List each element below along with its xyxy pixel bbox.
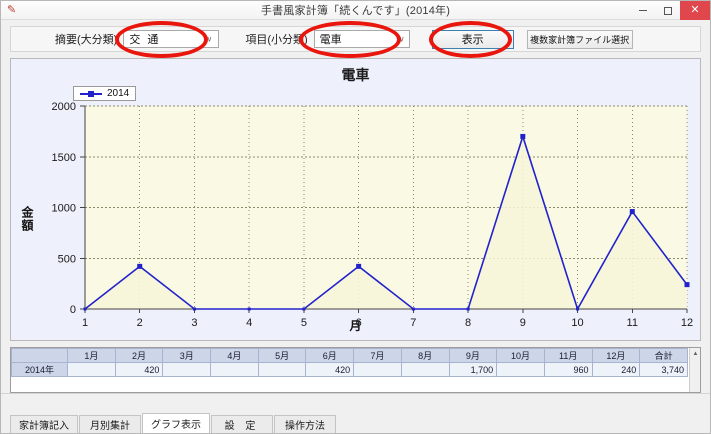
svg-text:1: 1 [82,317,88,329]
table-column-header[interactable]: 1月 [67,348,116,363]
svg-text:3: 3 [191,317,197,329]
table-cell[interactable] [496,362,545,377]
table-cell[interactable] [210,362,259,377]
svg-text:8: 8 [465,317,471,329]
tab-操作方法[interactable]: 操作方法 [274,415,336,433]
svg-text:1000: 1000 [52,203,76,215]
window-controls: ✕ [630,1,710,20]
minor-item-label: 項目(小分類) [245,34,308,46]
tab-設 定[interactable]: 設 定 [211,415,273,433]
minor-item-select[interactable]: 電車 ∨ [313,30,410,48]
table-cell[interactable] [67,362,116,377]
table-cell[interactable]: 960 [543,362,593,377]
svg-text:2000: 2000 [52,101,76,113]
svg-text:7: 7 [410,317,416,329]
monthly-summary-table: 1月 2月 3月 4月 5月 6月 7月 8月 9月 10月 11月 12月 合計 2014年 420 420… [10,347,701,393]
close-button[interactable]: ✕ [680,1,710,20]
multi-file-select-button[interactable]: 複数家計簿ファイル選択 [526,29,633,49]
table-column-header[interactable]: 合計 [639,348,688,363]
title-bar: ✎ 手書風家計簿「続くんです」(2014年) ✕ [1,1,710,20]
maximize-button[interactable] [655,1,680,20]
chart-y-axis-label: 金額 [20,206,34,232]
table-cell[interactable]: 3,740 [639,362,688,377]
table-column-header[interactable]: 11月 [543,348,593,363]
close-icon: ✕ [690,4,700,16]
svg-text:9: 9 [520,317,526,329]
svg-text:2: 2 [137,317,143,329]
table-cell[interactable]: 420 [305,362,355,377]
app-icon: ✎ [7,4,17,16]
table-column-header[interactable]: 2月 [114,348,164,363]
chart-x-axis-label: 月 [349,319,362,333]
minimize-icon [638,10,647,11]
table-cell[interactable] [162,362,212,377]
table-column-header[interactable]: 10月 [496,348,545,363]
table-cell[interactable] [353,362,402,377]
table-column-header[interactable]: 6月 [305,348,355,363]
major-category-select[interactable]: 交 通 ∨ [123,30,220,48]
tab-家計簿記入[interactable]: 家計簿記入 [10,415,78,433]
svg-text:1500: 1500 [52,152,76,164]
svg-text:4: 4 [246,317,252,329]
svg-text:10: 10 [571,317,583,329]
table-row-header: 2014年 [11,362,68,377]
tab-strip: 家計簿記入 月別集計 グラフ表示設 定操作方法 [10,413,337,433]
table-column-header[interactable]: 9月 [448,348,498,363]
table-column-header[interactable]: 4月 [210,348,259,363]
table-corner-cell [11,348,68,363]
maximize-icon [663,6,672,15]
svg-text:5: 5 [301,317,307,329]
table-row[interactable]: 2014年 420 420 1,700 960 240 3,740 [11,362,688,377]
chevron-down-icon: ∨ [398,34,405,44]
svg-text:6: 6 [356,317,362,329]
major-category-value: 交 通 [129,34,161,46]
table-column-header[interactable]: 3月 [162,348,212,363]
summary-grid: 1月 2月 3月 4月 5月 6月 7月 8月 9月 10月 11月 12月 合計 2014年 420 420… [11,348,688,377]
chart-panel: 電車 金額 月 2014 0 500 1000 1500 2000 1 2 3 4 5 6 7 8 9 10… [10,58,701,341]
svg-text:500: 500 [58,253,76,265]
chart-title: 電車 [341,67,370,83]
minimize-button[interactable] [630,1,655,20]
minor-item-value: 電車 [319,34,342,46]
table-column-header[interactable]: 7月 [353,348,402,363]
table-cell[interactable]: 420 [114,362,164,377]
table-vertical-scrollbar[interactable]: ▲ [689,348,700,392]
bottom-tab-bar: 家計簿記入 月別集計 グラフ表示設 定操作方法 [1,393,710,433]
major-category-label: 摘要(大分類) [55,34,118,46]
svg-text:11: 11 [627,317,638,329]
chevron-down-icon: ∨ [206,34,215,44]
svg-text:12: 12 [681,317,693,329]
table-column-header[interactable]: 8月 [400,348,450,363]
svg-text:0: 0 [70,304,76,316]
show-button[interactable]: 表示 [431,29,514,49]
table-cell[interactable]: 1,700 [448,362,498,377]
legend-label-2014: 2014 [107,88,130,99]
table-cell[interactable]: 240 [591,362,641,377]
table-cell[interactable] [257,362,307,377]
legend-swatch-2014 [80,90,102,97]
tab-月別集計[interactable]: 月別集計 [79,415,141,433]
window-title: 手書風家計簿「続くんです」(2014年) [260,5,451,17]
chart-legend: 2014 [73,86,137,101]
table-column-header[interactable]: 5月 [257,348,307,363]
tab-グラフ表示[interactable]: グラフ表示 [142,413,210,433]
filter-toolbar: 摘要(大分類) 交 通 ∨ 項目(小分類) 電車 ∨ 表示 複数家計簿ファイル選… [10,21,701,58]
table-column-header[interactable]: 12月 [591,348,641,363]
scroll-up-icon[interactable]: ▲ [690,348,700,359]
table-cell[interactable] [400,362,450,377]
